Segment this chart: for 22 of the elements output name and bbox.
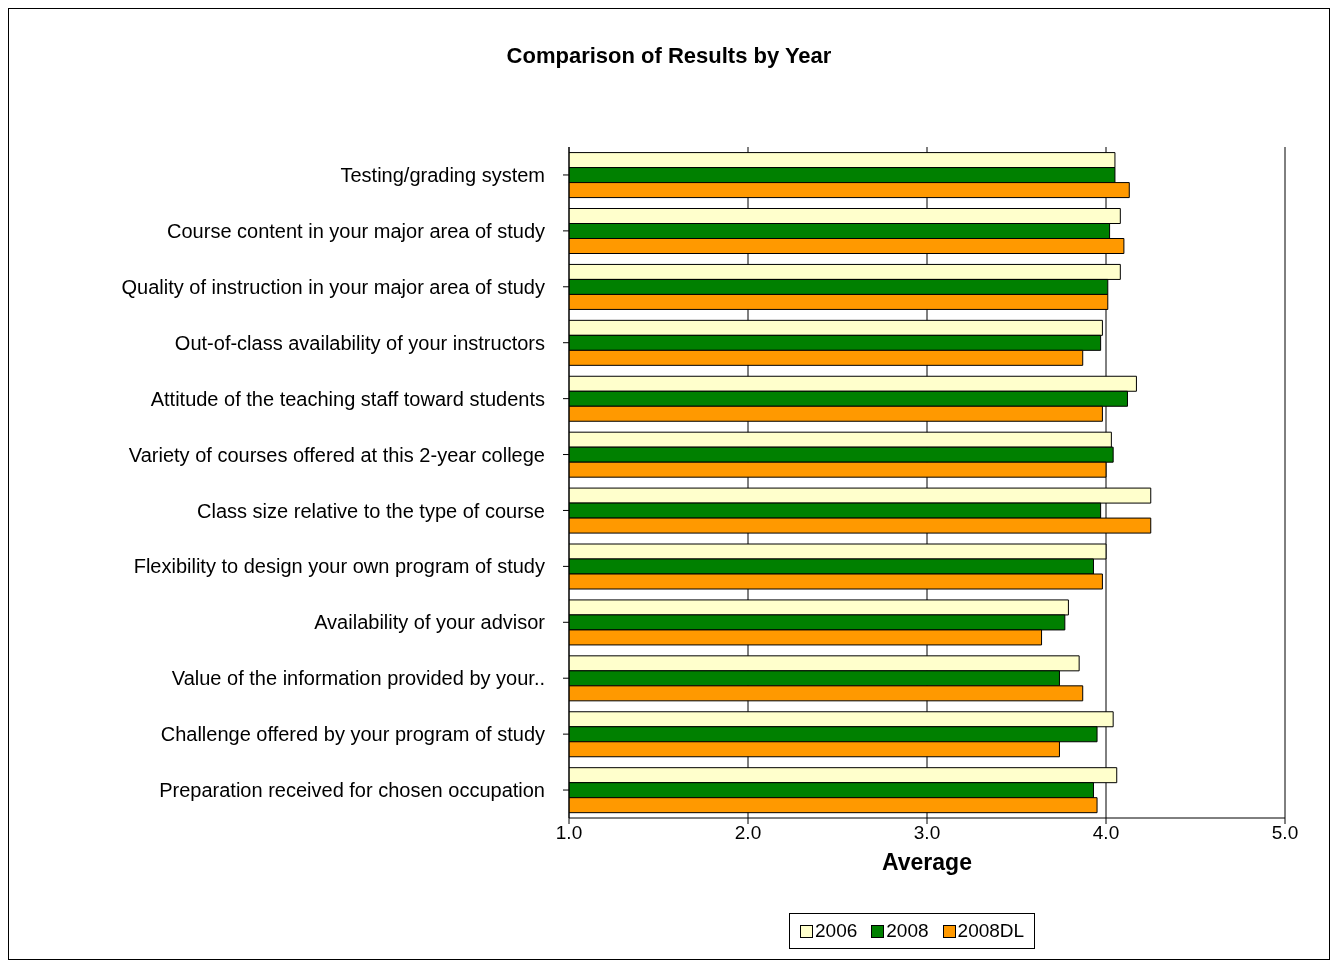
y-tick-label: Availability of your advisor: [314, 611, 546, 634]
y-tick-label: Value of the information provided by your..: [171, 667, 545, 690]
y-tick-label: Flexibility to design your own program of study: [133, 555, 545, 578]
y-tick-label: Preparation received for chosen occupation: [159, 779, 545, 802]
legend-label: 2008: [885, 920, 929, 942]
y-tick-label: Variety of courses offered at this 2-year college: [128, 443, 545, 466]
x-tick-label: 1.0: [555, 822, 583, 844]
x-tick-label: 4.0: [1092, 822, 1120, 844]
legend-label: 2006: [814, 920, 858, 942]
y-tick-label: Challenge offered by your program of study: [160, 723, 545, 746]
x-tick-label: 2.0: [734, 822, 762, 844]
x-tick-label: 3.0: [913, 822, 941, 844]
y-tick-label: Attitude of the teaching staff toward students: [150, 387, 545, 410]
x-axis-title: Average: [882, 849, 972, 875]
x-tick-label: 5.0: [1271, 822, 1299, 844]
y-tick-label: Quality of instruction in your major area of study: [121, 275, 545, 298]
legend-label: 2008DL: [956, 920, 1025, 942]
chart-title: Comparison of Results by Year: [505, 43, 833, 69]
y-tick-label: Class size relative to the type of course: [197, 499, 545, 522]
y-tick-label: Course content in your major area of study: [167, 219, 545, 242]
y-tick-label: Testing/grading system: [340, 164, 545, 187]
y-tick-label: Out-of-class availability of your instructors: [174, 331, 545, 354]
